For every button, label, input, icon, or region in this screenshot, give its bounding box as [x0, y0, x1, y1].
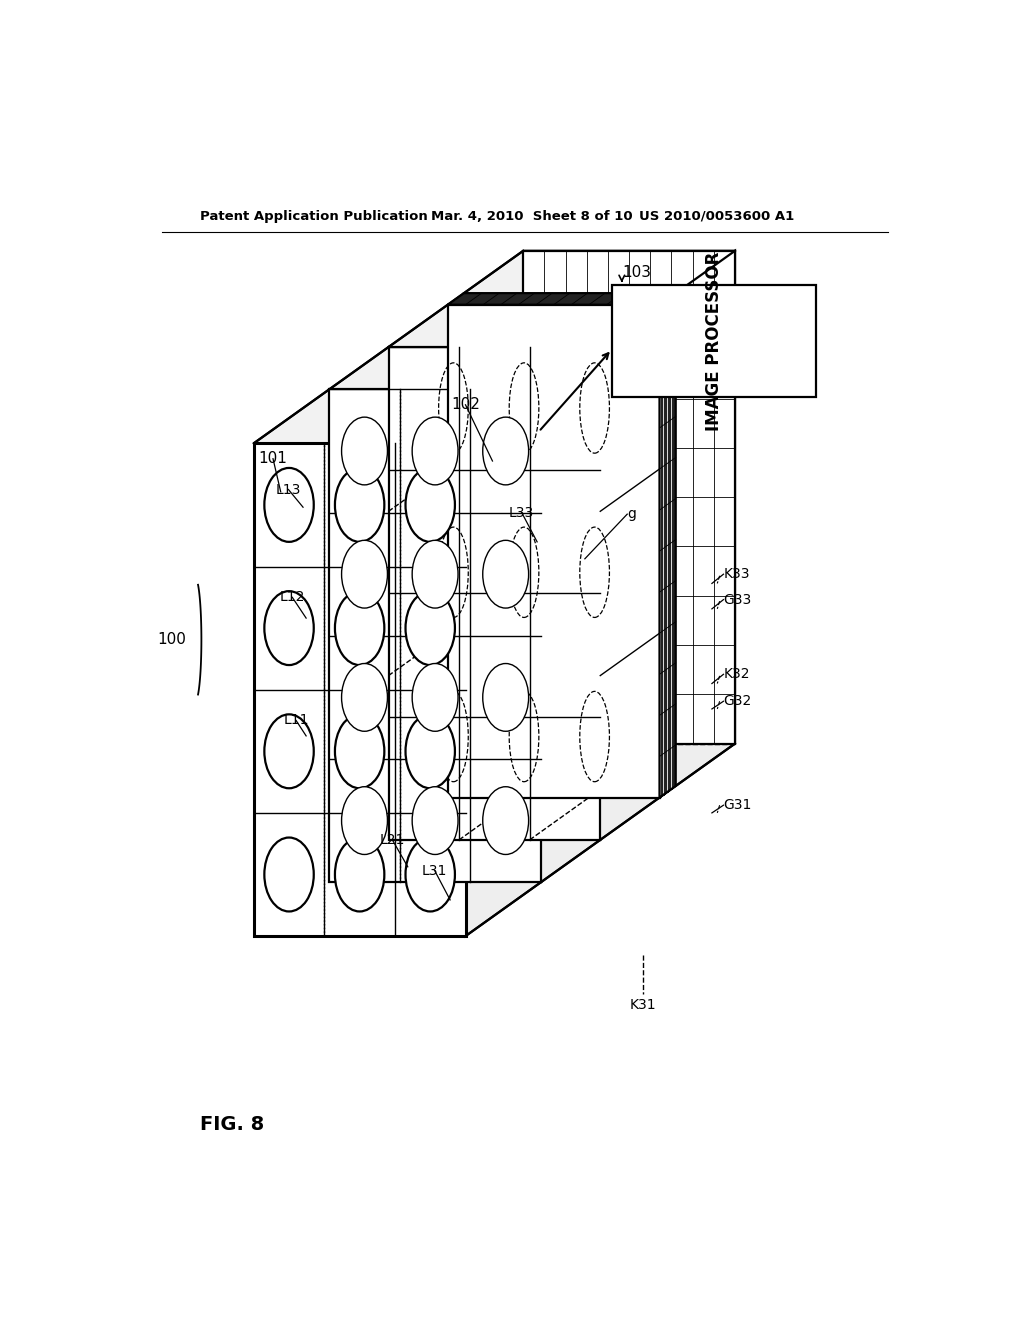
Text: G32: G32: [724, 694, 752, 709]
Ellipse shape: [412, 417, 458, 484]
Polygon shape: [388, 347, 600, 840]
Text: L33: L33: [509, 506, 535, 520]
Text: G31: G31: [724, 799, 752, 812]
Text: Mar. 4, 2010  Sheet 8 of 10: Mar. 4, 2010 Sheet 8 of 10: [431, 210, 633, 223]
Polygon shape: [254, 251, 735, 444]
Ellipse shape: [482, 540, 528, 609]
Ellipse shape: [342, 540, 387, 609]
Polygon shape: [447, 305, 659, 797]
Text: K33: K33: [724, 568, 750, 581]
Text: G33: G33: [724, 593, 752, 607]
Text: L13: L13: [275, 483, 301, 496]
Ellipse shape: [335, 714, 384, 788]
Text: FIG. 8: FIG. 8: [200, 1115, 264, 1134]
Ellipse shape: [335, 838, 384, 911]
Ellipse shape: [264, 714, 313, 788]
Ellipse shape: [264, 838, 313, 911]
Text: L12: L12: [280, 590, 305, 605]
Text: 102: 102: [452, 397, 480, 412]
Text: IMAGE PROCESSOR: IMAGE PROCESSOR: [705, 252, 723, 430]
Text: 103: 103: [622, 265, 651, 280]
Polygon shape: [254, 444, 466, 936]
Ellipse shape: [342, 417, 387, 484]
Ellipse shape: [406, 591, 455, 665]
Ellipse shape: [412, 664, 458, 731]
Ellipse shape: [412, 540, 458, 609]
Text: L11: L11: [284, 714, 309, 727]
Ellipse shape: [482, 417, 528, 484]
Text: 100: 100: [157, 632, 186, 647]
Ellipse shape: [412, 787, 458, 854]
Polygon shape: [659, 293, 676, 797]
Polygon shape: [611, 285, 816, 397]
Text: 101: 101: [259, 451, 288, 466]
Text: K32: K32: [724, 668, 750, 681]
Text: K31: K31: [630, 998, 656, 1011]
Ellipse shape: [342, 664, 387, 731]
Text: L31: L31: [422, 863, 447, 878]
Ellipse shape: [342, 787, 387, 854]
Text: L21: L21: [380, 833, 406, 847]
Polygon shape: [330, 389, 541, 882]
Ellipse shape: [335, 469, 384, 543]
Polygon shape: [466, 251, 735, 936]
Ellipse shape: [406, 714, 455, 788]
Ellipse shape: [482, 664, 528, 731]
Text: US 2010/0053600 A1: US 2010/0053600 A1: [639, 210, 794, 223]
Ellipse shape: [406, 469, 455, 543]
Ellipse shape: [264, 591, 313, 665]
Ellipse shape: [335, 591, 384, 665]
Text: Patent Application Publication: Patent Application Publication: [200, 210, 428, 223]
Text: g: g: [628, 507, 636, 521]
Ellipse shape: [406, 838, 455, 911]
Ellipse shape: [264, 469, 313, 543]
Ellipse shape: [482, 787, 528, 854]
Polygon shape: [523, 251, 735, 743]
Polygon shape: [447, 293, 676, 305]
